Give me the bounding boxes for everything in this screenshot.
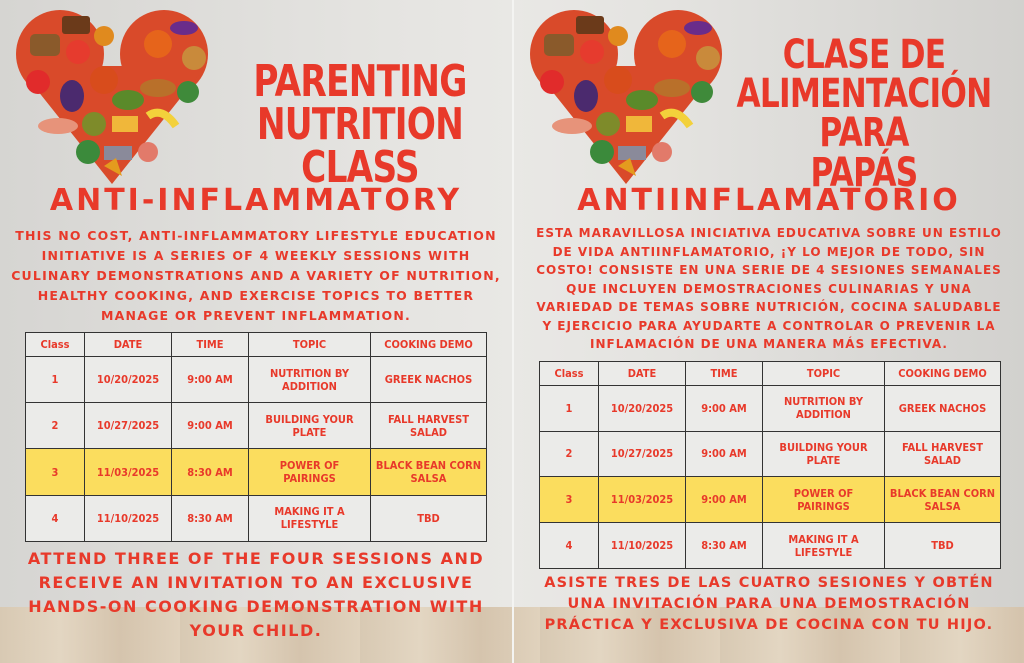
title-line: PAPÁS — [810, 149, 919, 196]
table-cell: FALL HARVEST SALAD — [370, 402, 487, 450]
table-cell: BLACK BEAN CORN SALSA — [884, 476, 1001, 524]
intro-line: Y EJERCICIO PARA AYUDARTE A CONTROLAR O … — [542, 318, 996, 333]
schedule-table: Class DATE TIME TOPIC COOKING DEMO 1 10/… — [539, 361, 1001, 569]
title-line: CLASE DE — [782, 32, 946, 78]
table-cell: 4 — [539, 522, 599, 569]
table-cell: 11/10/2025 — [598, 522, 686, 569]
footer-line: ATTEND THREE OF THE FOUR SESSIONS AND — [27, 549, 485, 568]
english-flyer: PARENTING NUTRITION CLASS ANTI-INFLAMMAT… — [10, 10, 502, 643]
col-header: TOPIC — [248, 332, 371, 357]
table-cell: 9:00 AM — [685, 476, 763, 524]
table-row: 2 10/27/2025 9:00 AM BUILDING YOUR PLATE… — [25, 402, 487, 450]
subtitle: ANTIINFLAMATORIO — [577, 183, 961, 218]
table-row: 2 10/27/2025 9:00 AM BUILDING YOUR PLATE… — [539, 430, 1001, 478]
footer-line: ASISTE TRES DE LAS CUATRO SESIONES Y OBT… — [544, 575, 994, 591]
col-header: COOKING DEMO — [370, 332, 487, 357]
table-cell: 9:00 AM — [171, 355, 249, 404]
table-cell: 3 — [539, 476, 599, 524]
table-cell: 9:00 AM — [171, 402, 249, 450]
schedule-table: Class DATE TIME TOPIC COOKING DEMO 1 10/… — [25, 332, 487, 543]
table-cell: 1 — [25, 355, 85, 404]
intro-line: COSTO! CONSISTE EN UNA SERIE DE 4 SESION… — [536, 263, 1002, 277]
table-cell: 9:00 AM — [685, 384, 763, 432]
table-cell: NUTRITION BY ADDITION — [248, 355, 371, 404]
page-title: PARENTING NUTRITION CLASS — [235, 56, 485, 194]
intro-line: HEALTHY COOKING, AND EXERCISE TOPICS TO … — [37, 288, 475, 303]
intro-line: DE VIDA ANTIINFLAMATORIO, ¡Y LO MEJOR DE… — [552, 244, 986, 259]
intro-line: MANAGE OR PREVENT INFLAMMATION. — [101, 308, 411, 323]
footer-line: RECEIVE AN INVITATION TO AN EXCLUSIVE — [38, 573, 474, 592]
intro-line: INFLAMACIÓN DE UNA MANERA MÁS EFECTIVA. — [590, 337, 948, 351]
table-row: 1 10/20/2025 9:00 AM NUTRITION BY ADDITI… — [25, 355, 487, 404]
food-heart-icon — [530, 10, 722, 184]
col-header: Class — [539, 361, 599, 386]
subtitle: ANTI-INFLAMMATORY — [49, 183, 463, 218]
col-header: DATE — [598, 361, 686, 386]
table-cell: 11/03/2025 — [598, 476, 686, 524]
table-cell: 8:30 AM — [171, 494, 249, 543]
table-header-row: Class DATE TIME TOPIC COOKING DEMO — [25, 332, 487, 357]
footer-text: ATTEND THREE OF THE FOUR SESSIONS AND RE… — [10, 547, 502, 643]
table-cell: 3 — [25, 448, 85, 496]
spanish-flyer: CLASE DE ALIMENTACIÓN PARA PAPÁS ANTIINF… — [514, 0, 1024, 663]
title-line: ALIMENTACIÓN PARA — [736, 71, 993, 157]
table-row: 1 10/20/2025 9:00 AM NUTRITION BY ADDITI… — [539, 384, 1001, 432]
table-cell: BUILDING YOUR PLATE — [248, 402, 371, 450]
table-cell: NUTRITION BY ADDITION — [762, 384, 885, 432]
footer-line: HANDS-ON COOKING DEMONSTRATION WITH — [28, 597, 484, 616]
table-row: 4 11/10/2025 8:30 AM MAKING IT A LIFESTY… — [539, 522, 1001, 569]
col-header: TOPIC — [762, 361, 885, 386]
table-cell: 11/03/2025 — [84, 448, 172, 496]
table-cell: 9:00 AM — [685, 430, 763, 478]
table-cell: POWER OF PAIRINGS — [248, 448, 371, 496]
panel-divider — [512, 0, 514, 663]
table-row-highlighted: 3 11/03/2025 8:30 AM POWER OF PAIRINGS B… — [25, 448, 487, 496]
table-cell: BUILDING YOUR PLATE — [762, 430, 885, 478]
intro-line: ESTA MARAVILLOSA INICIATIVA EDUCATIVA SO… — [536, 226, 1002, 240]
intro-line: THIS NO COST, ANTI-INFLAMMATORY LIFESTYL… — [15, 228, 497, 243]
col-header: DATE — [84, 332, 172, 357]
table-cell: 10/27/2025 — [84, 402, 172, 450]
table-cell: 4 — [25, 494, 85, 543]
title-line: PARENTING — [253, 56, 467, 107]
intro-line: VARIEDAD DE TEMAS SOBRE NUTRICIÓN, COCIN… — [536, 300, 1002, 314]
col-header: COOKING DEMO — [884, 361, 1001, 386]
footer-line: PRÁCTICA Y EXCLUSIVA DE COCINA CON TU HI… — [544, 617, 994, 633]
table-cell: 11/10/2025 — [84, 494, 172, 543]
table-cell: 8:30 AM — [171, 448, 249, 496]
table-cell: 2 — [539, 430, 599, 478]
col-header: Class — [25, 332, 85, 357]
title-line: NUTRITION CLASS — [256, 99, 464, 194]
intro-line: CULINARY DEMONSTRATIONS AND A VARIETY OF… — [11, 268, 501, 283]
table-cell: 1 — [539, 384, 599, 432]
intro-line: INITIATIVE IS A SERIES OF 4 WEEKLY SESSI… — [41, 248, 471, 263]
table-cell: TBD — [370, 494, 487, 543]
page-title: CLASE DE ALIMENTACIÓN PARA PAPÁS — [731, 32, 996, 196]
food-heart-icon — [16, 10, 208, 184]
footer-line: UNA INVITACIÓN PARA UNA DEMOSTRACIÓN — [567, 596, 971, 612]
table-cell: 2 — [25, 402, 85, 450]
table-header-row: Class DATE TIME TOPIC COOKING DEMO — [539, 361, 1001, 386]
col-header: TIME — [685, 361, 763, 386]
intro-line: QUE INCLUYEN DEMOSTRACIONES CULINARIAS Y… — [566, 281, 972, 296]
table-row: 4 11/10/2025 8:30 AM MAKING IT A LIFESTY… — [25, 494, 487, 543]
table-cell: BLACK BEAN CORN SALSA — [370, 448, 487, 496]
table-cell: 10/27/2025 — [598, 430, 686, 478]
table-cell: POWER OF PAIRINGS — [762, 476, 885, 524]
col-header: TIME — [171, 332, 249, 357]
table-cell: MAKING IT A LIFESTYLE — [248, 494, 371, 543]
intro-text: ESTA MARAVILLOSA INICIATIVA EDUCATIVA SO… — [524, 224, 1014, 354]
footer-line: YOUR CHILD. — [189, 621, 323, 640]
table-cell: 10/20/2025 — [84, 355, 172, 404]
table-cell: GREEK NACHOS — [370, 355, 487, 404]
table-row-highlighted: 3 11/03/2025 9:00 AM POWER OF PAIRINGS B… — [539, 476, 1001, 524]
intro-text: THIS NO COST, ANTI-INFLAMMATORY LIFESTYL… — [10, 226, 502, 326]
table-cell: 8:30 AM — [685, 522, 763, 569]
table-cell: MAKING IT A LIFESTYLE — [762, 522, 885, 569]
table-cell: FALL HARVEST SALAD — [884, 430, 1001, 478]
table-cell: TBD — [884, 522, 1001, 569]
table-cell: GREEK NACHOS — [884, 384, 1001, 432]
footer-text: ASISTE TRES DE LAS CUATRO SESIONES Y OBT… — [524, 573, 1014, 636]
table-cell: 10/20/2025 — [598, 384, 686, 432]
